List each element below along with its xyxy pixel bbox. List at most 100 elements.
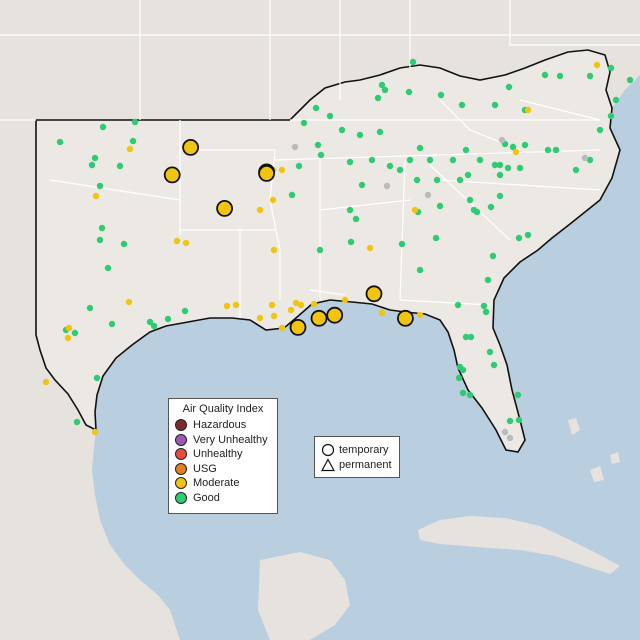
station-good[interactable] <box>504 164 512 172</box>
station-good[interactable] <box>454 301 462 309</box>
station-good[interactable] <box>73 418 81 426</box>
station-good[interactable] <box>381 86 389 94</box>
station-no-data[interactable] <box>581 154 589 162</box>
station-good[interactable] <box>524 231 532 239</box>
station-good[interactable] <box>358 181 366 189</box>
station-good[interactable] <box>181 307 189 315</box>
station-good[interactable] <box>150 322 158 330</box>
station-moderate[interactable] <box>411 206 419 214</box>
station-moderate[interactable] <box>126 145 134 153</box>
station-good[interactable] <box>338 126 346 134</box>
station-moderate[interactable] <box>269 196 277 204</box>
station-no-data[interactable] <box>506 434 514 442</box>
station-good[interactable] <box>464 171 472 179</box>
station-moderate[interactable] <box>341 296 349 304</box>
station-moderate[interactable] <box>292 299 300 307</box>
station-no-data[interactable] <box>501 428 509 436</box>
station-moderate[interactable] <box>416 311 424 319</box>
station-no-data[interactable] <box>498 136 506 144</box>
station-good[interactable] <box>116 162 124 170</box>
station-good[interactable] <box>544 146 552 154</box>
station-good[interactable] <box>398 240 406 248</box>
station-good[interactable] <box>312 104 320 112</box>
station-good[interactable] <box>406 156 414 164</box>
temporary-station-moderate[interactable] <box>216 199 234 217</box>
station-moderate[interactable] <box>173 237 181 245</box>
temporary-station-moderate[interactable] <box>365 285 383 303</box>
station-no-data[interactable] <box>424 191 432 199</box>
station-good[interactable] <box>505 83 513 91</box>
station-good[interactable] <box>626 76 634 84</box>
station-moderate[interactable] <box>512 148 520 156</box>
station-good[interactable] <box>396 166 404 174</box>
station-good[interactable] <box>596 126 604 134</box>
station-good[interactable] <box>516 164 524 172</box>
station-good[interactable] <box>108 320 116 328</box>
station-moderate[interactable] <box>92 192 100 200</box>
station-moderate[interactable] <box>42 378 50 386</box>
station-good[interactable] <box>405 88 413 96</box>
station-good[interactable] <box>466 196 474 204</box>
station-good[interactable] <box>288 191 296 199</box>
station-good[interactable] <box>356 131 364 139</box>
temporary-station-moderate[interactable] <box>310 309 328 327</box>
station-moderate[interactable] <box>223 302 231 310</box>
station-good[interactable] <box>586 156 594 164</box>
station-good[interactable] <box>521 141 529 149</box>
station-good[interactable] <box>164 315 172 323</box>
station-good[interactable] <box>515 416 523 424</box>
station-moderate[interactable] <box>232 301 240 309</box>
station-good[interactable] <box>459 389 467 397</box>
station-good[interactable] <box>514 391 522 399</box>
station-good[interactable] <box>473 208 481 216</box>
temporary-station-moderate[interactable] <box>182 138 200 156</box>
station-good[interactable] <box>93 374 101 382</box>
station-good[interactable] <box>462 333 470 341</box>
station-moderate[interactable] <box>182 239 190 247</box>
station-moderate[interactable] <box>593 61 601 69</box>
station-moderate[interactable] <box>65 324 73 332</box>
station-good[interactable] <box>432 234 440 242</box>
station-good[interactable] <box>96 182 104 190</box>
station-moderate[interactable] <box>125 298 133 306</box>
station-moderate[interactable] <box>270 312 278 320</box>
station-good[interactable] <box>489 252 497 260</box>
station-good[interactable] <box>515 234 523 242</box>
station-good[interactable] <box>467 333 475 341</box>
station-moderate[interactable] <box>256 314 264 322</box>
station-good[interactable] <box>456 176 464 184</box>
station-moderate[interactable] <box>256 206 264 214</box>
station-moderate[interactable] <box>297 301 305 309</box>
station-good[interactable] <box>572 166 580 174</box>
station-good[interactable] <box>486 348 494 356</box>
station-good[interactable] <box>86 304 94 312</box>
station-good[interactable] <box>91 154 99 162</box>
station-good[interactable] <box>449 156 457 164</box>
station-good[interactable] <box>466 391 474 399</box>
station-good[interactable] <box>476 156 484 164</box>
station-good[interactable] <box>458 101 466 109</box>
station-good[interactable] <box>416 266 424 274</box>
station-good[interactable] <box>541 71 549 79</box>
station-good[interactable] <box>88 161 96 169</box>
station-good[interactable] <box>374 94 382 102</box>
station-good[interactable] <box>317 151 325 159</box>
station-moderate[interactable] <box>524 106 532 114</box>
station-good[interactable] <box>509 143 517 151</box>
station-good[interactable] <box>346 158 354 166</box>
temporary-station-moderate[interactable] <box>326 306 344 324</box>
station-good[interactable] <box>607 112 615 120</box>
station-moderate[interactable] <box>287 306 295 314</box>
station-moderate[interactable] <box>270 246 278 254</box>
station-good[interactable] <box>462 146 470 154</box>
temporary-station-moderate[interactable] <box>163 166 181 184</box>
station-good[interactable] <box>607 64 615 72</box>
station-good[interactable] <box>491 161 499 169</box>
station-good[interactable] <box>484 276 492 284</box>
station-good[interactable] <box>314 141 322 149</box>
temporary-station-moderate[interactable] <box>289 318 307 336</box>
station-good[interactable] <box>490 361 498 369</box>
station-good[interactable] <box>56 138 64 146</box>
